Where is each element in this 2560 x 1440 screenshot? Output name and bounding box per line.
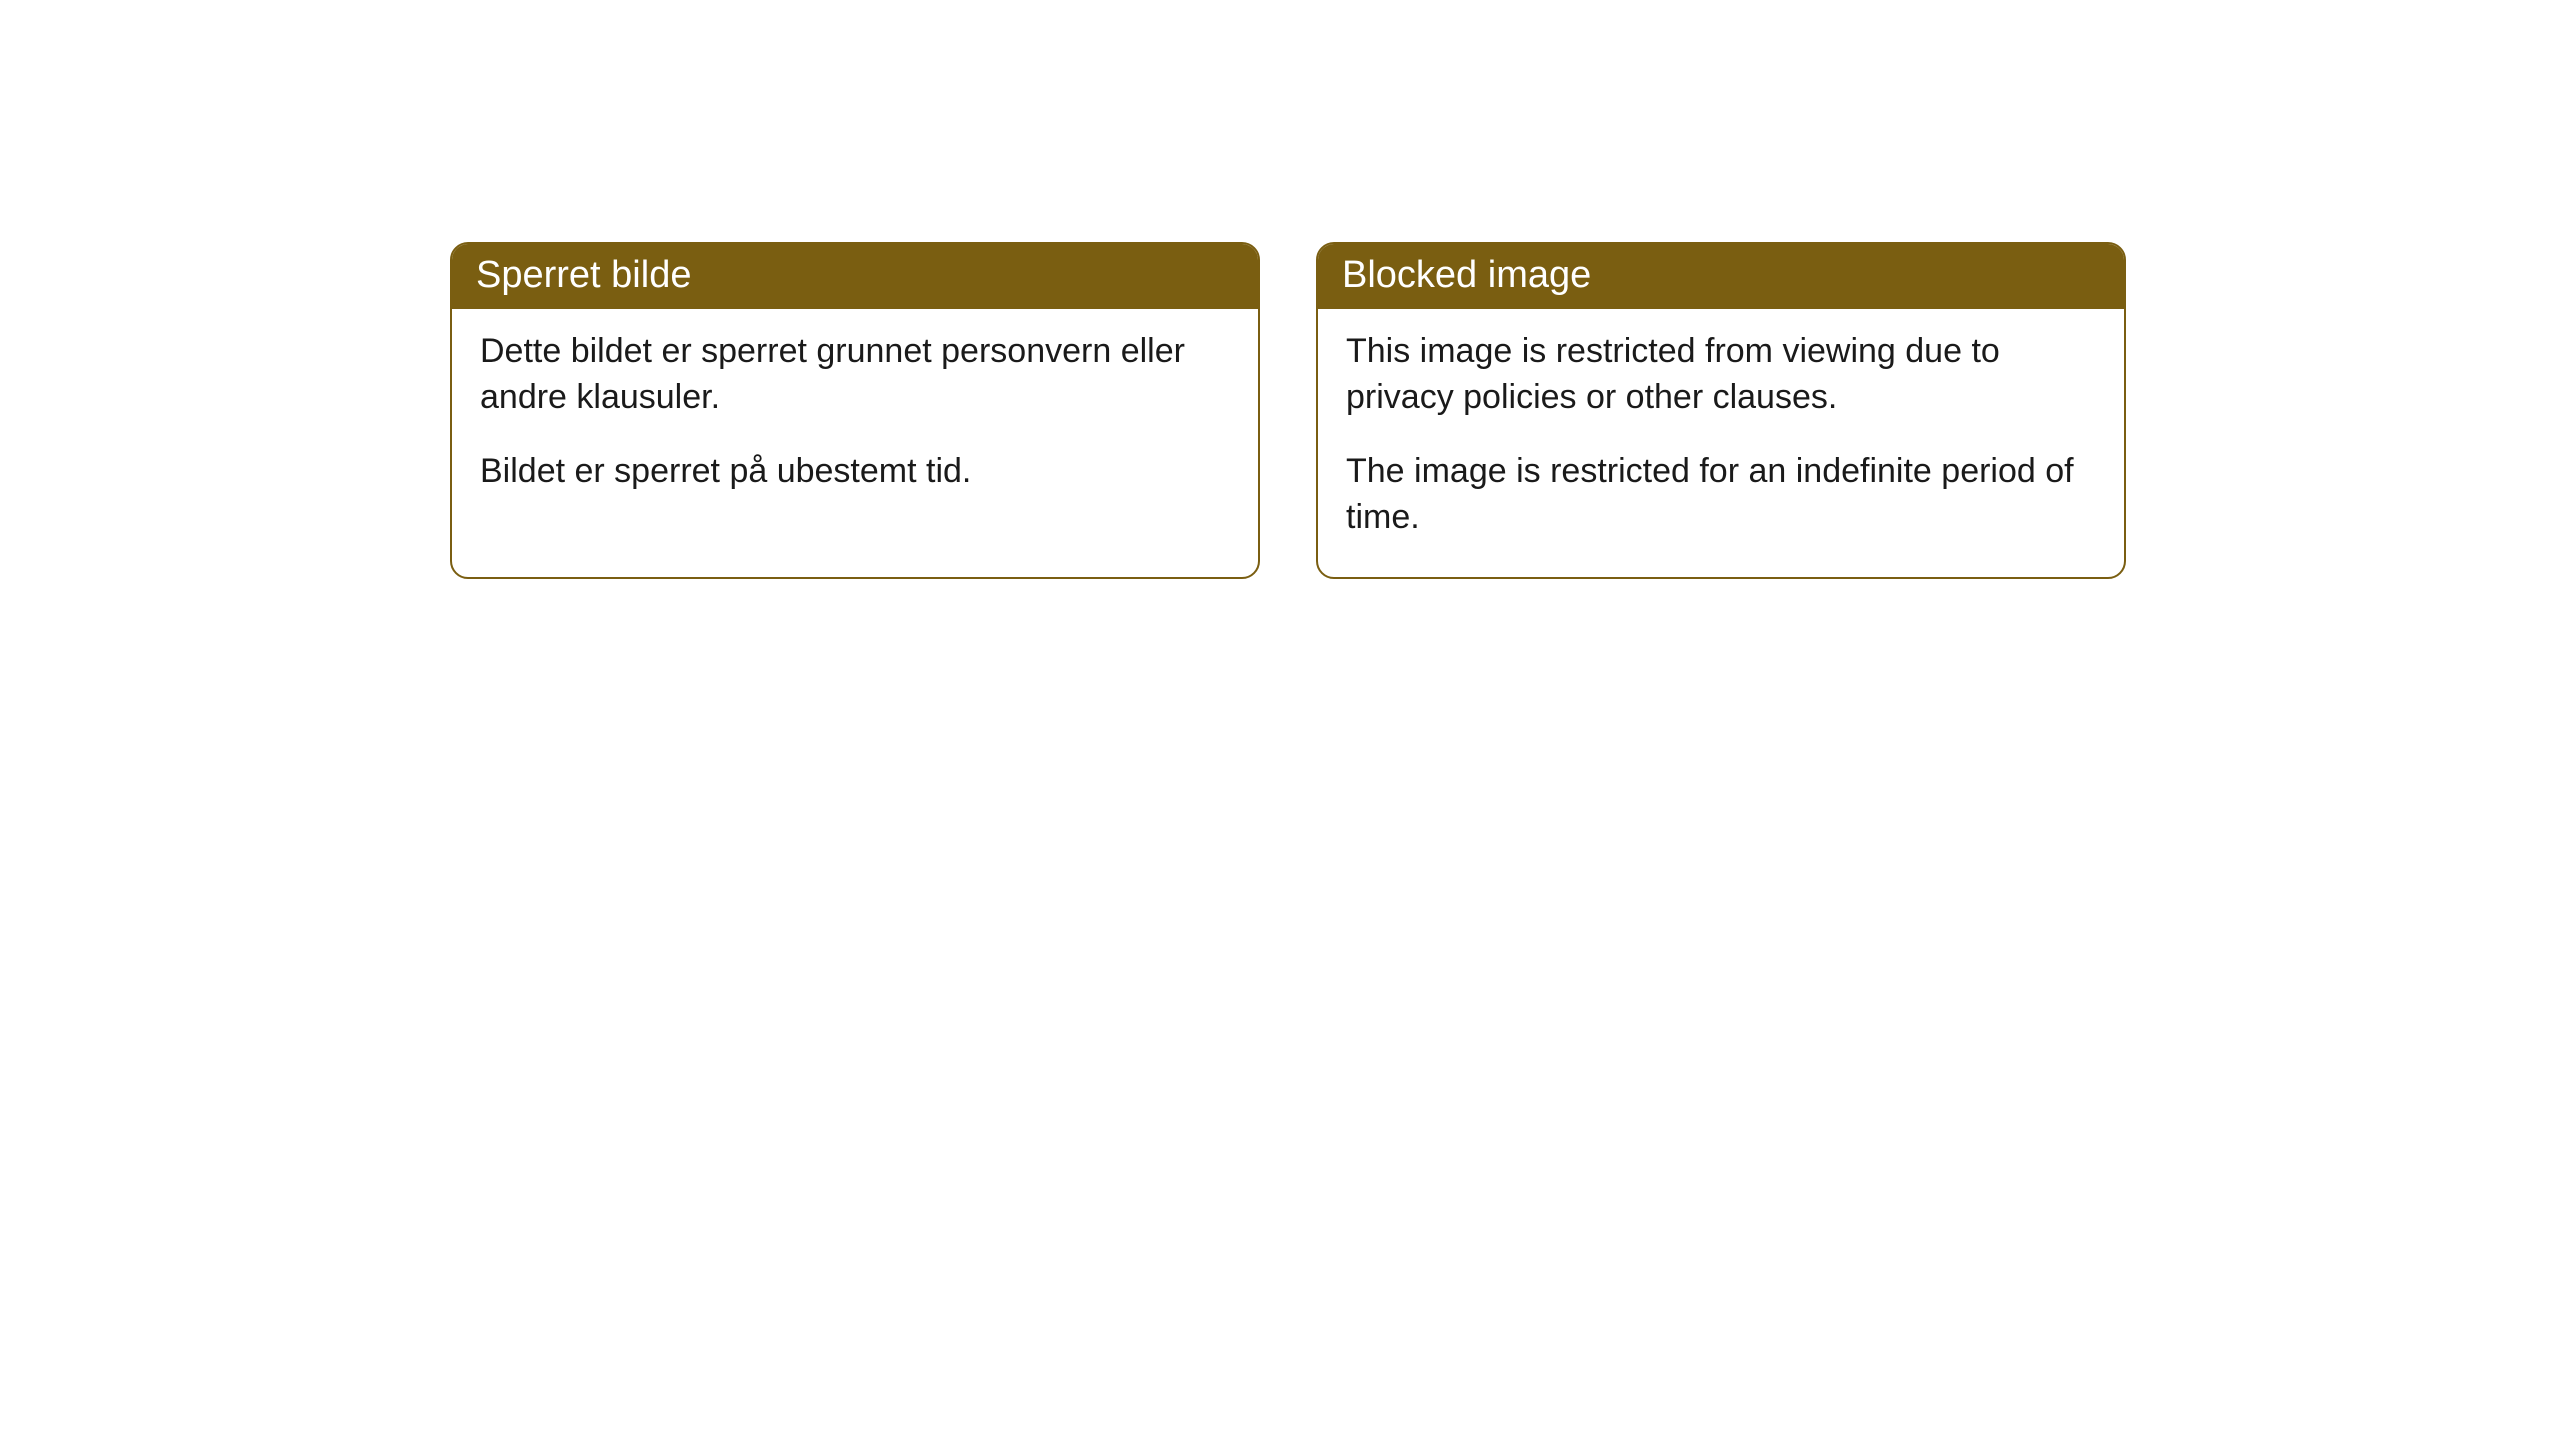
- notice-paragraph-1-norwegian: Dette bildet er sperret grunnet personve…: [480, 329, 1230, 421]
- notice-paragraph-2-norwegian: Bildet er sperret på ubestemt tid.: [480, 449, 1230, 495]
- notice-body-english: This image is restricted from viewing du…: [1318, 309, 2124, 577]
- notice-paragraph-2-english: The image is restricted for an indefinit…: [1346, 449, 2096, 541]
- notice-card-norwegian: Sperret bilde Dette bildet er sperret gr…: [450, 242, 1260, 579]
- notice-title-english: Blocked image: [1318, 244, 2124, 309]
- notice-body-norwegian: Dette bildet er sperret grunnet personve…: [452, 309, 1258, 531]
- notice-container: Sperret bilde Dette bildet er sperret gr…: [450, 242, 2126, 579]
- notice-paragraph-1-english: This image is restricted from viewing du…: [1346, 329, 2096, 421]
- notice-title-norwegian: Sperret bilde: [452, 244, 1258, 309]
- notice-card-english: Blocked image This image is restricted f…: [1316, 242, 2126, 579]
